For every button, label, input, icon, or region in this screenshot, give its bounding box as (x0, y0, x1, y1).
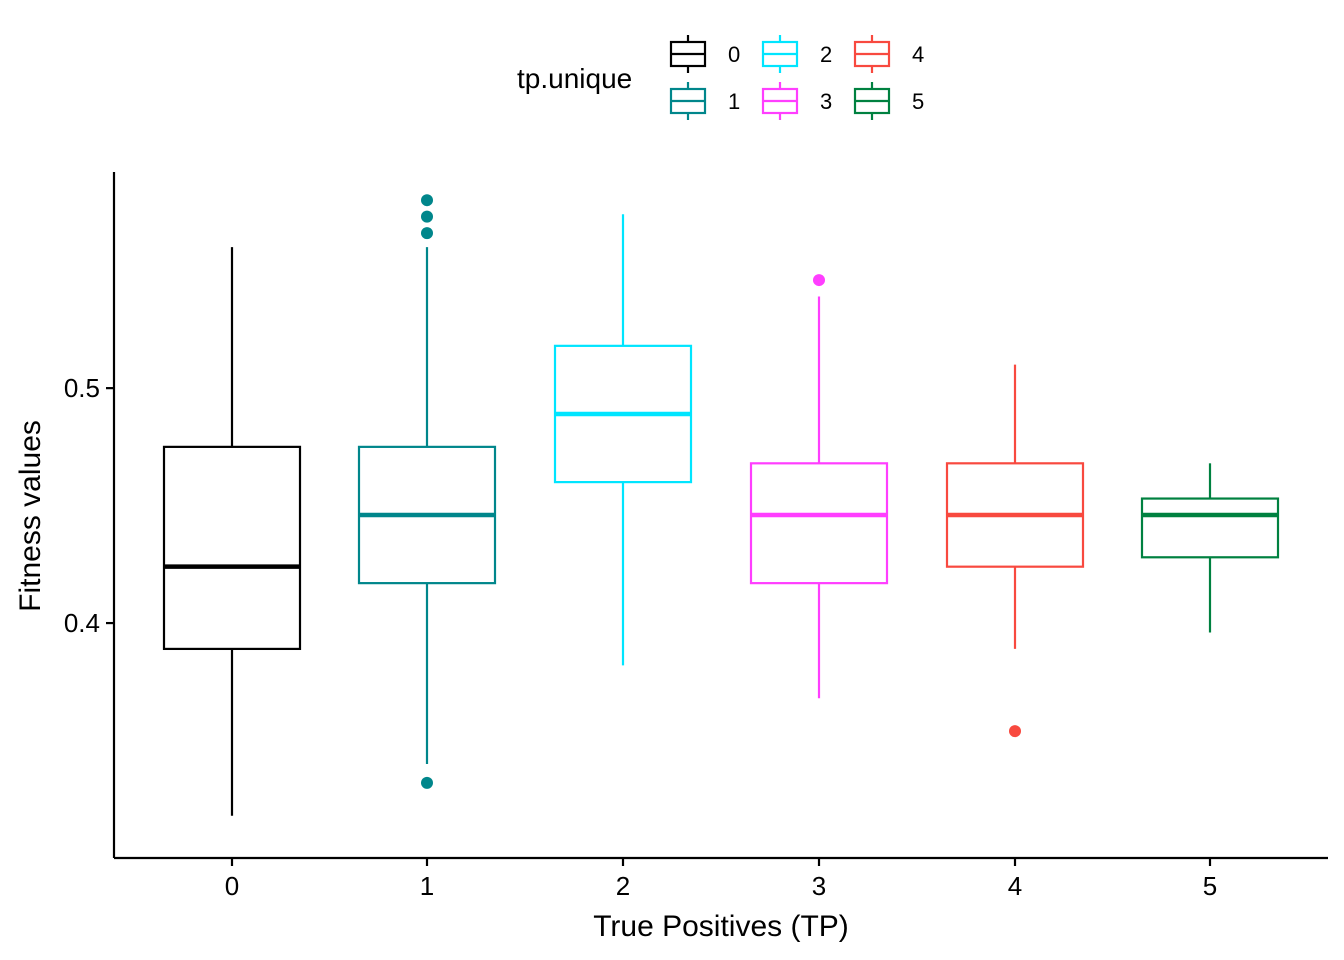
box-group-1 (357, 194, 497, 789)
plot-area (162, 194, 1280, 816)
legend-label: 4 (912, 42, 924, 67)
legend-key-icon (669, 82, 707, 120)
legend-label: 0 (728, 42, 740, 67)
legend-label: 2 (820, 42, 832, 67)
x-tick-label: 4 (1008, 871, 1022, 901)
outlier-point (421, 227, 433, 240)
x-tick-label: 5 (1203, 871, 1217, 901)
legend-label: 3 (820, 89, 832, 114)
outlier-point (421, 194, 433, 207)
box-group-5 (1140, 463, 1280, 633)
y-axis-title: Fitness values (14, 420, 47, 612)
legend-item-2: 2 (761, 35, 832, 73)
legend-label: 5 (912, 89, 924, 114)
x-tick-label: 1 (420, 871, 434, 901)
outlier-point (1009, 725, 1021, 738)
box (1140, 497, 1280, 559)
outlier-point (813, 274, 825, 287)
legend-label: 1 (728, 89, 740, 114)
axes: True Positives (TP) Fitness values 0.4 0.… (14, 172, 1328, 943)
box (162, 445, 302, 651)
x-tick-label: 2 (616, 871, 630, 901)
x-axis-title: True Positives (TP) (593, 910, 849, 943)
legend-item-1: 1 (669, 82, 740, 120)
legend-item-3: 3 (761, 82, 832, 120)
legend-item-5: 5 (853, 82, 924, 120)
legend-key-icon (761, 82, 799, 120)
box (749, 462, 889, 585)
x-tick-label: 0 (225, 871, 239, 901)
outlier-point (421, 776, 433, 789)
y-tick-label: 0.4 (64, 608, 100, 638)
box-group-0 (162, 247, 302, 816)
y-tick-label: 0.5 (64, 373, 100, 403)
legend-item-4: 4 (853, 35, 924, 73)
legend-title: tp.unique (517, 63, 632, 94)
box-group-3 (749, 274, 889, 699)
legend-key-icon (761, 35, 799, 73)
outlier-point (421, 210, 433, 223)
legend-key-icon (669, 35, 707, 73)
box-group-2 (553, 214, 693, 666)
legend: tp.unique 0 1 2 3 4 5 (517, 35, 924, 120)
legend-item-0: 0 (669, 35, 740, 73)
x-tick-label: 3 (812, 871, 826, 901)
legend-key-icon (853, 82, 891, 120)
box-group-4 (945, 364, 1085, 738)
legend-key-icon (853, 35, 891, 73)
